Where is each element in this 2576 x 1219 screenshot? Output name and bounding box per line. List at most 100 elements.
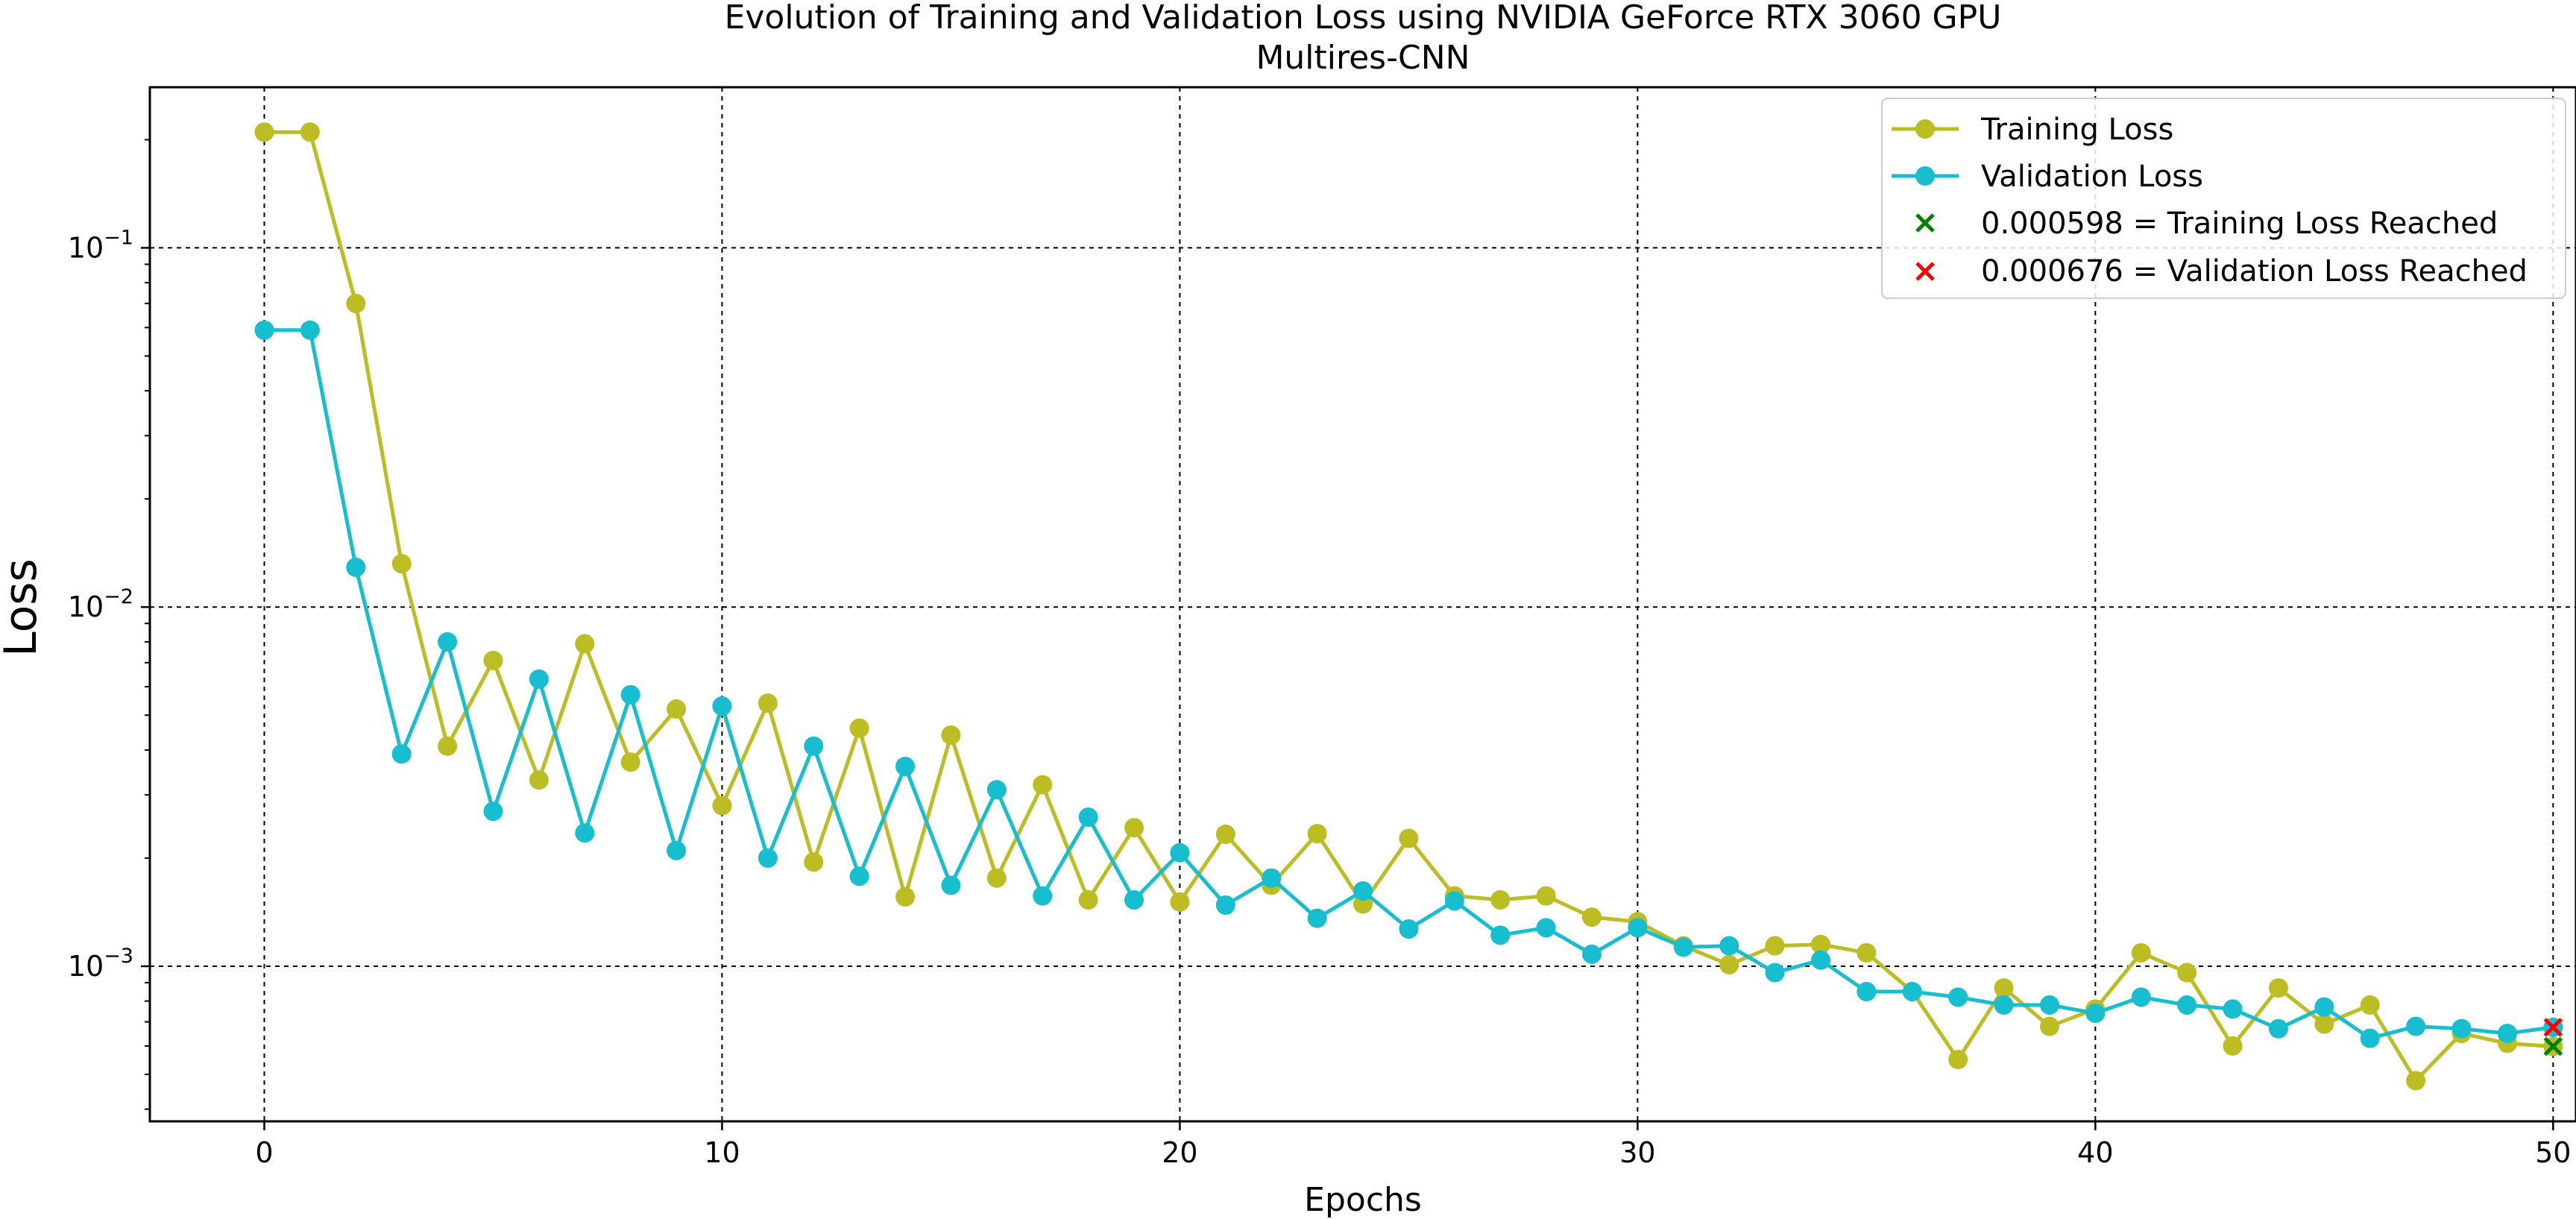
legend-validation-reached-marker [1915, 262, 1935, 281]
x-tick-label: 50 [2535, 1136, 2571, 1169]
training-loss-point [1810, 934, 1830, 954]
validation-loss-point [620, 684, 640, 705]
y-tick-label: 10−2 [68, 585, 133, 623]
validation-loss-point [1262, 868, 1282, 888]
training-loss-point [1719, 954, 1739, 974]
training-loss-point [1948, 1050, 1968, 1070]
chart-title: Evolution of Training and Validation Los… [725, 0, 2002, 37]
validation-loss-point [1719, 936, 1739, 956]
validation-loss-point [2039, 995, 2059, 1015]
validation-loss-point [1307, 908, 1327, 928]
x-tick-label: 10 [704, 1136, 740, 1169]
training-loss-point [346, 294, 366, 314]
validation-loss-point [804, 736, 824, 756]
training-loss-point [2314, 1014, 2334, 1034]
training-loss-point [2177, 963, 2197, 983]
training-loss-point [1078, 889, 1098, 910]
y-axis-label: Loss [0, 558, 47, 657]
validation-loss-point [849, 866, 869, 886]
training-loss-point [1490, 889, 1511, 910]
validation-loss-point [438, 631, 458, 652]
training-loss-point [1536, 886, 1556, 906]
validation-loss-point [1033, 886, 1053, 906]
legend-training-reached-marker [1915, 213, 1935, 233]
validation-loss-point [2268, 1018, 2288, 1039]
x-tick-label: 0 [255, 1136, 273, 1169]
final-loss-markers [2543, 1018, 2563, 1056]
validation-loss-point [758, 848, 778, 868]
training-loss-point [758, 693, 778, 714]
validation-loss-point [1857, 981, 1877, 1001]
validation-loss-point [2223, 999, 2243, 1019]
training-loss-point [986, 868, 1007, 888]
training-loss-point [1994, 978, 2014, 998]
y-tick-label: 10−3 [68, 945, 133, 983]
training-loss-point [529, 770, 549, 790]
validation-loss-point [1902, 981, 1922, 1001]
training-loss-point [1857, 942, 1877, 963]
validation-loss-point [986, 780, 1007, 800]
validation-loss-point [2131, 987, 2151, 1007]
validation-loss-reached-marker [2543, 1018, 2563, 1037]
training-loss-point [1170, 892, 1190, 912]
legend-box [1881, 98, 2566, 299]
legend-training-marker [1915, 119, 1935, 139]
x-tick-label: 30 [1619, 1136, 1655, 1169]
validation-loss-point [1810, 950, 1830, 970]
training-loss-point [438, 736, 458, 756]
validation-loss-point [300, 320, 320, 340]
series-lines [254, 122, 2563, 1091]
training-loss-point [2131, 942, 2151, 963]
training-loss-point [2406, 1071, 2426, 1091]
training-loss-point [2360, 995, 2380, 1015]
training-loss-point [391, 554, 412, 574]
axis-ticks: 0 10 20 30 40 50 10−1 10−2 10−3 [68, 226, 2572, 1169]
training-loss-point [2223, 1036, 2243, 1056]
training-loss-point [2039, 1016, 2059, 1036]
y-tick-label: 10−1 [68, 226, 133, 264]
training-loss-point [620, 752, 640, 772]
validation-loss-point [1444, 891, 1464, 911]
training-loss-point [895, 886, 916, 907]
training-loss-point [1033, 775, 1053, 795]
training-loss-point [483, 650, 503, 670]
validation-loss-point [2177, 995, 2197, 1015]
validation-loss-point [2406, 1016, 2426, 1036]
plot-area-frame [148, 86, 2576, 1123]
training-loss-point [941, 725, 961, 745]
validation-loss-point [667, 840, 687, 860]
legend-training-reached-label: 0.000598 = Training Loss Reached [1981, 207, 2498, 241]
validation-loss-point [483, 801, 503, 822]
validation-loss-point [1353, 881, 1373, 901]
training-loss-point [254, 122, 274, 142]
legend-validation-label: Validation Loss [1981, 160, 2203, 194]
training-loss-point [1399, 828, 1419, 848]
validation-loss-point [1170, 842, 1190, 863]
validation-loss-point [1765, 963, 1785, 983]
validation-loss-point [391, 744, 412, 764]
legend: Training Loss Validation Loss 0.000598 =… [1881, 98, 2566, 299]
validation-loss-point [1994, 995, 2014, 1015]
training-loss-point [1581, 907, 1602, 927]
validation-loss-point [2314, 997, 2334, 1017]
validation-loss-point [346, 557, 366, 577]
training-loss-reached-marker [2543, 1036, 2563, 1056]
validation-loss-point [2451, 1018, 2472, 1039]
training-loss-point [575, 634, 595, 654]
validation-loss-point [1399, 919, 1419, 939]
validation-loss-point [1581, 944, 1602, 964]
x-axis-label: Epochs [1304, 1181, 1422, 1219]
validation-loss-point [941, 875, 961, 895]
training-loss-point [804, 852, 824, 872]
validation-loss-point [575, 823, 595, 843]
validation-loss-point [1124, 889, 1144, 910]
training-loss-point [667, 699, 687, 719]
x-tick-label: 40 [2077, 1136, 2113, 1169]
training-loss-point [1307, 824, 1327, 844]
validation-loss-point [1628, 918, 1648, 938]
chart-subtitle: Multires-CNN [1256, 39, 1470, 77]
training-loss-point [1124, 818, 1144, 838]
legend-validation-marker [1915, 166, 1935, 186]
x-tick-label: 20 [1162, 1136, 1197, 1169]
validation-loss-point [895, 756, 916, 776]
